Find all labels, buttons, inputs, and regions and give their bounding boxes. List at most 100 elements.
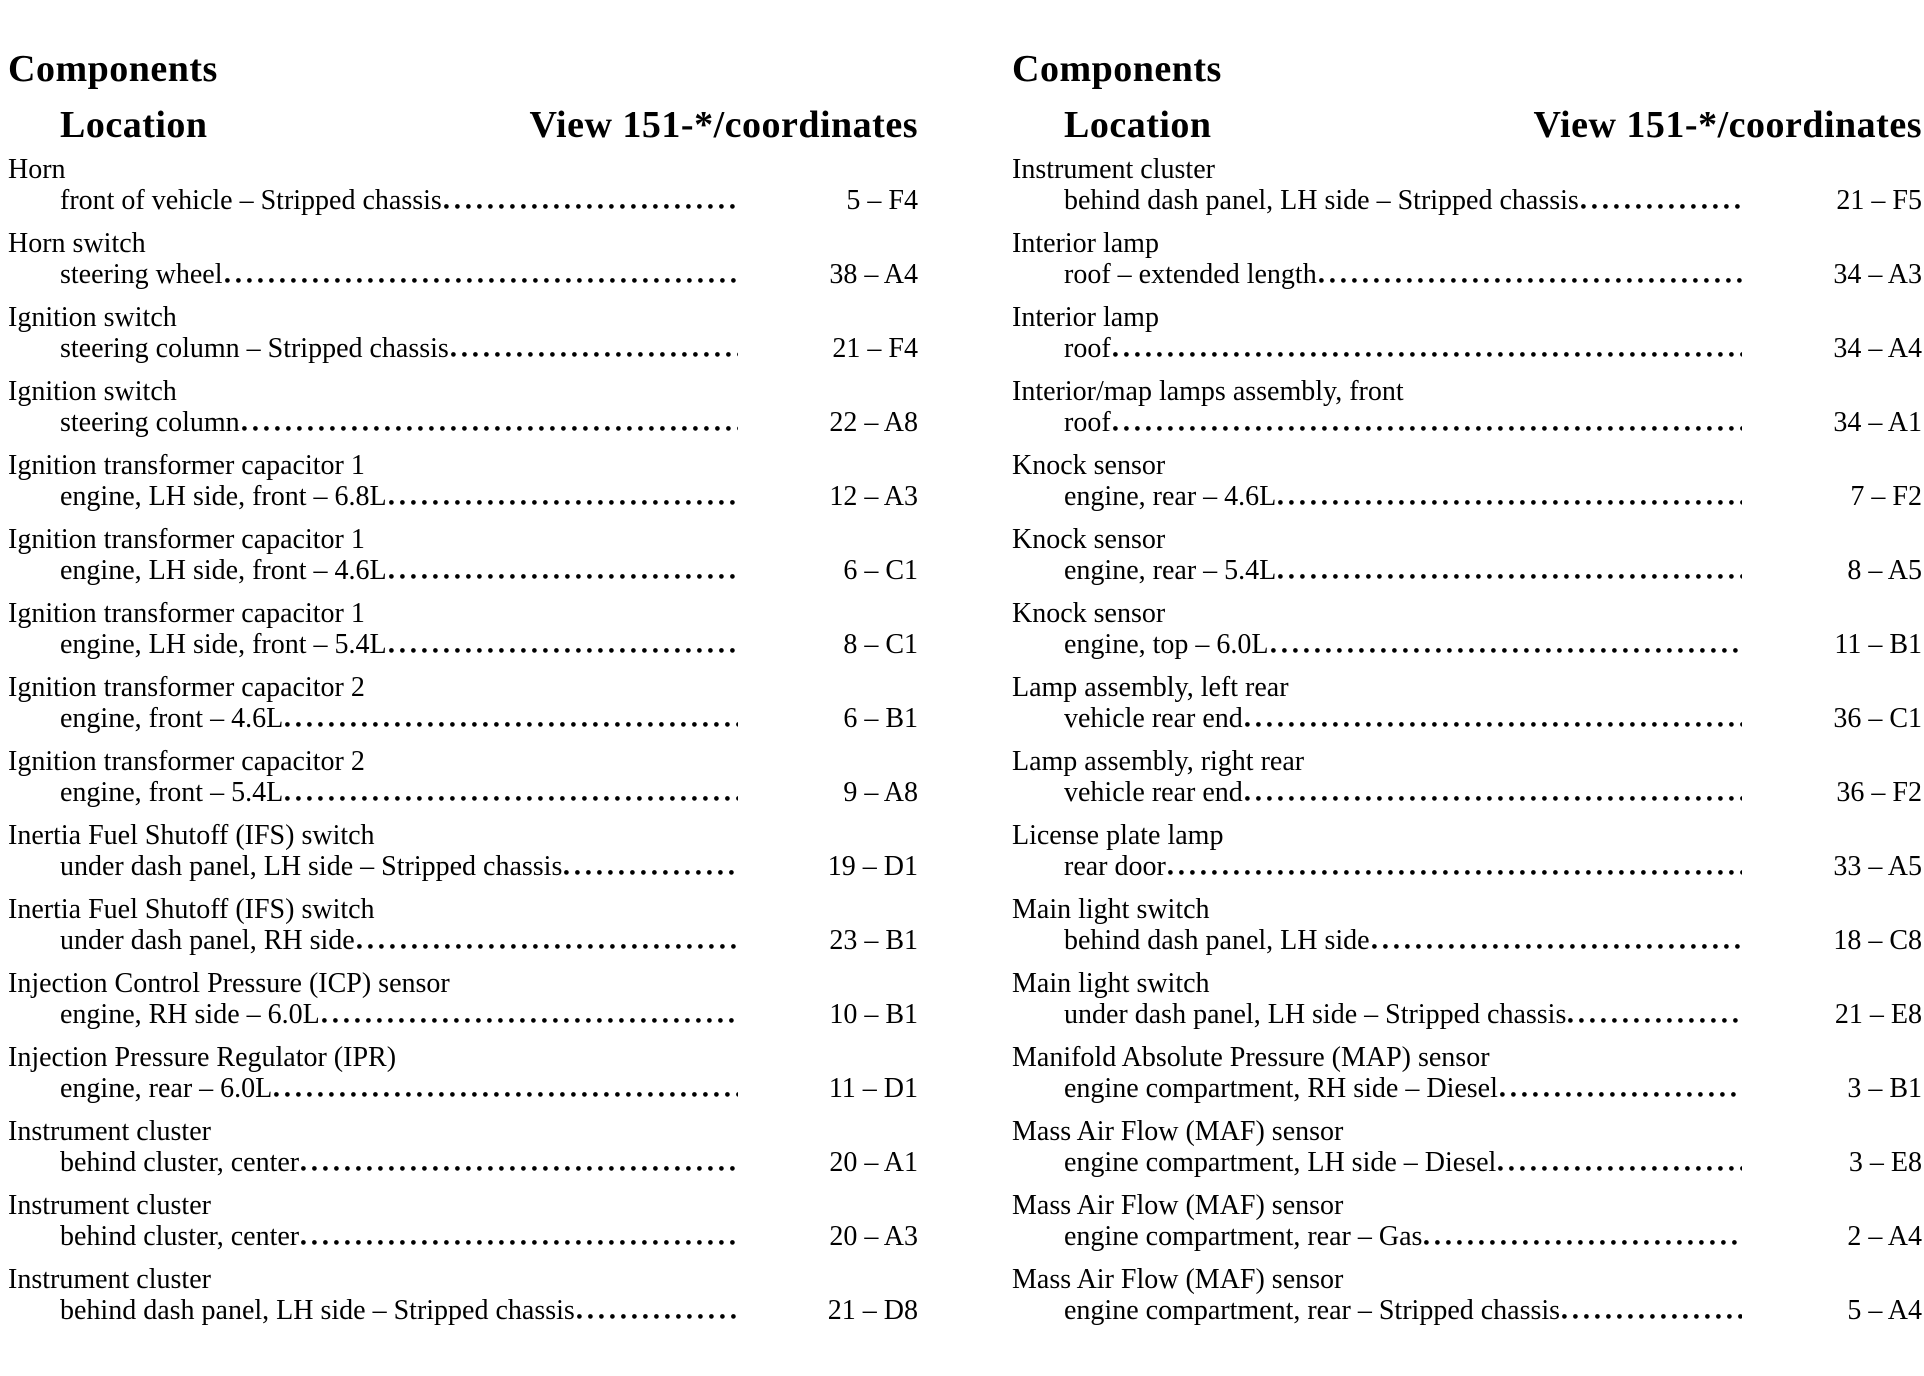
- view-coordinate: 34 – A3: [1833, 259, 1922, 290]
- location-row: engine compartment, RH side – Diesel 3 – …: [1012, 1073, 1922, 1104]
- dotted-leader: [1112, 426, 1742, 431]
- entries-list: Horn front of vehicle – Stripped chassis 5…: [8, 154, 918, 1326]
- component-entry: Instrument cluster behind dash panel, LH …: [1012, 154, 1922, 216]
- dotted-leader: [1371, 944, 1742, 949]
- component-location: roof: [1064, 407, 1111, 438]
- component-entry: Instrument cluster behind cluster, center…: [8, 1190, 918, 1252]
- location-row: vehicle rear end 36 – F2: [1012, 777, 1922, 808]
- component-location: engine, RH side – 6.0L: [60, 999, 320, 1030]
- dotted-leader: [1270, 648, 1742, 653]
- component-location: vehicle rear end: [1064, 777, 1243, 808]
- location-row: vehicle rear end 36 – C1: [1012, 703, 1922, 734]
- component-location: engine, LH side, front – 5.4L: [60, 629, 387, 660]
- view-coordinate: 3 – E8: [1848, 1147, 1922, 1178]
- dotted-leader: [1318, 278, 1742, 283]
- component-entry: Inertia Fuel Shutoff (IFS) switch under d…: [8, 820, 918, 882]
- dotted-leader: [1167, 870, 1742, 875]
- component-name: Instrument cluster: [8, 1190, 211, 1221]
- dotted-leader: [388, 500, 738, 505]
- view-coordinate: 11 – B1: [1834, 629, 1922, 660]
- component-name: Knock sensor: [1012, 450, 1166, 481]
- component-name: Instrument cluster: [1012, 154, 1215, 185]
- component-name: Mass Air Flow (MAF) sensor: [1012, 1264, 1344, 1295]
- dotted-leader: [1498, 1166, 1742, 1171]
- component-entry: Instrument cluster behind dash panel, LH …: [8, 1264, 918, 1326]
- dotted-leader: [388, 574, 738, 579]
- component-entry: Horn front of vehicle – Stripped chassis 5…: [8, 154, 918, 216]
- location-row: behind cluster, center 20 – A1: [8, 1147, 918, 1178]
- view-coordinate: 8 – A5: [1847, 555, 1922, 586]
- component-location: engine, rear – 5.4L: [1064, 555, 1277, 586]
- component-name: Ignition transformer capacitor 1: [8, 450, 365, 481]
- component-location: engine, rear – 6.0L: [60, 1073, 273, 1104]
- view-coordinate: 21 – D8: [827, 1295, 918, 1326]
- component-location: front of vehicle – Stripped chassis: [60, 185, 442, 216]
- dotted-leader: [1112, 352, 1742, 357]
- component-entry: Interior lamp roof 34 – A4: [1012, 302, 1922, 364]
- dotted-leader: [564, 870, 738, 875]
- component-name: Lamp assembly, left rear: [1012, 672, 1289, 703]
- location-row: engine, rear – 5.4L 8 – A5: [1012, 555, 1922, 586]
- location-row: engine, rear – 6.0L 11 – D1: [8, 1073, 918, 1104]
- component-name: Ignition transformer capacitor 1: [8, 524, 365, 555]
- dotted-leader: [388, 648, 738, 653]
- view-coordinate: 23 – B1: [829, 925, 918, 956]
- component-name: Inertia Fuel Shutoff (IFS) switch: [8, 894, 375, 925]
- component-location: rear door: [1064, 851, 1166, 882]
- dotted-leader: [1424, 1240, 1742, 1245]
- component-entry: Knock sensor engine, rear – 4.6L 7 – F2: [1012, 450, 1922, 512]
- view-coordinates-header: View 151-*/coordinates: [529, 104, 918, 146]
- location-row: engine, rear – 4.6L 7 – F2: [1012, 481, 1922, 512]
- component-name: Mass Air Flow (MAF) sensor: [1012, 1116, 1344, 1147]
- table-header-row: Location View 151-*/coordinates: [8, 104, 918, 146]
- dotted-leader: [321, 1018, 738, 1023]
- location-row: roof 34 – A4: [1012, 333, 1922, 364]
- component-location: steering column – Stripped chassis: [60, 333, 449, 364]
- components-header: Components: [1012, 48, 1222, 90]
- view-coordinate: 12 – A3: [829, 481, 918, 512]
- view-coordinate: 9 – A8: [843, 777, 918, 808]
- view-coordinate: 10 – B1: [829, 999, 918, 1030]
- component-entry: Lamp assembly, right rear vehicle rear en…: [1012, 746, 1922, 808]
- component-location: behind cluster, center: [60, 1221, 300, 1252]
- location-row: roof – extended length 34 – A3: [1012, 259, 1922, 290]
- component-name: Instrument cluster: [8, 1264, 211, 1295]
- component-name: License plate lamp: [1012, 820, 1224, 851]
- component-name: Horn switch: [8, 228, 146, 259]
- component-location: engine compartment, rear – Stripped chas…: [1064, 1295, 1561, 1326]
- view-coordinate: 38 – A4: [829, 259, 918, 290]
- dotted-leader: [274, 1092, 738, 1097]
- component-name: Interior lamp: [1012, 302, 1159, 333]
- view-coordinate: 5 – F4: [846, 185, 918, 216]
- dotted-leader: [1562, 1314, 1742, 1319]
- location-row: front of vehicle – Stripped chassis 5 – F…: [8, 185, 918, 216]
- view-coordinate: 20 – A3: [829, 1221, 918, 1252]
- component-name: Knock sensor: [1012, 598, 1166, 629]
- component-location: engine, rear – 4.6L: [1064, 481, 1277, 512]
- component-location: behind dash panel, LH side – Stripped ch…: [60, 1295, 575, 1326]
- component-entry: License plate lamp rear door 33 – A5: [1012, 820, 1922, 882]
- component-entry: Ignition switch steering column – Strippe…: [8, 302, 918, 364]
- location-row: steering column – Stripped chassis 21 – F…: [8, 333, 918, 364]
- component-entry: Manifold Absolute Pressure (MAP) sensor e…: [1012, 1042, 1922, 1104]
- location-row: roof 34 – A1: [1012, 407, 1922, 438]
- view-coordinate: 6 – C1: [843, 555, 918, 586]
- component-location: behind cluster, center: [60, 1147, 300, 1178]
- component-location: under dash panel, RH side: [60, 925, 355, 956]
- component-entry: Main light switch under dash panel, LH si…: [1012, 968, 1922, 1030]
- dotted-leader: [1568, 1018, 1742, 1023]
- dotted-leader: [285, 722, 738, 727]
- view-coordinates-header: View 151-*/coordinates: [1533, 104, 1922, 146]
- location-row: steering wheel 38 – A4: [8, 259, 918, 290]
- component-location: engine, front – 4.6L: [60, 703, 284, 734]
- location-row: behind cluster, center 20 – A3: [8, 1221, 918, 1252]
- component-entry: Ignition transformer capacitor 2 engine, …: [8, 672, 918, 734]
- location-row: engine, LH side, front – 4.6L 6 – C1: [8, 555, 918, 586]
- component-name: Knock sensor: [1012, 524, 1166, 555]
- component-location: under dash panel, LH side – Stripped cha…: [1064, 999, 1567, 1030]
- location-row: engine, LH side, front – 5.4L 8 – C1: [8, 629, 918, 660]
- dotted-leader: [301, 1166, 738, 1171]
- location-row: engine, top – 6.0L 11 – B1: [1012, 629, 1922, 660]
- component-entry: Ignition transformer capacitor 1 engine, …: [8, 598, 918, 660]
